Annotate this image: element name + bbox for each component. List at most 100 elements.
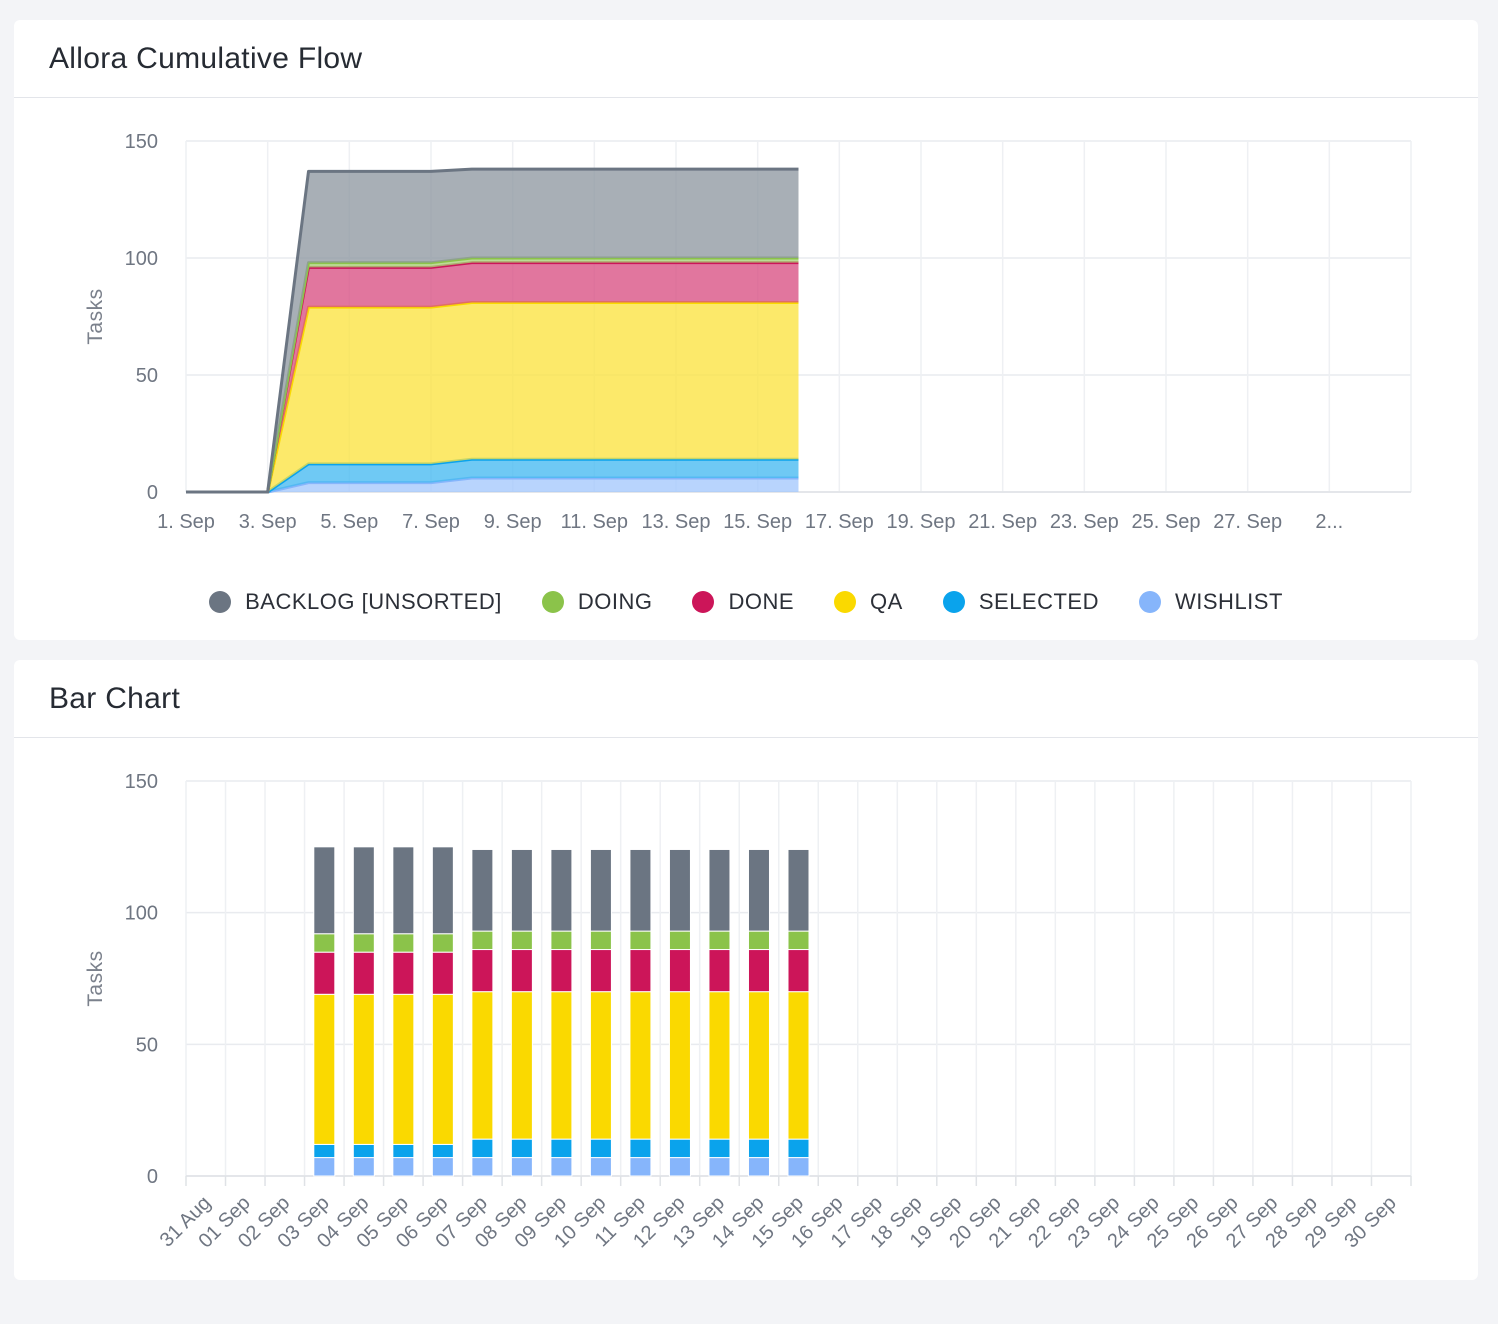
bar-backlog-unsorted (510, 848, 533, 932)
bar-backlog-unsorted (313, 846, 336, 935)
bar-doing (431, 933, 454, 953)
bar-selected (510, 1138, 533, 1159)
x-tick-label: 1. Sep (157, 511, 215, 533)
bar-wishlist (787, 1157, 810, 1177)
bar-selected (589, 1138, 612, 1159)
bar-doing (668, 930, 691, 951)
bar-done (589, 949, 612, 993)
y-tick-label: 50 (136, 1034, 158, 1056)
legend-item-selected[interactable]: SELECTED (942, 589, 1099, 615)
x-tick-label: 9. Sep (484, 511, 542, 533)
x-tick-label: 13. Sep (642, 511, 711, 533)
y-tick-label: 0 (147, 482, 158, 504)
bar-selected (629, 1138, 652, 1159)
bar-selected (787, 1138, 810, 1159)
y-tick-label: 50 (136, 365, 158, 387)
bar-wishlist (510, 1157, 533, 1177)
bar-qa (550, 991, 573, 1140)
bar-wishlist (352, 1157, 375, 1177)
bar-backlog-unsorted (471, 848, 494, 932)
bar-backlog-unsorted (392, 846, 415, 935)
bar-done (392, 951, 415, 995)
bar-wishlist (392, 1157, 415, 1177)
bar-chart-header: Bar Chart (14, 660, 1478, 738)
bar-qa (510, 991, 533, 1140)
legend-item-qa[interactable]: QA (834, 589, 903, 615)
bar-done (747, 949, 770, 993)
bar-backlog-unsorted (747, 848, 770, 932)
legend-item-done[interactable]: DONE (692, 589, 794, 615)
bar-backlog-unsorted (668, 848, 691, 932)
bar-done (313, 951, 336, 995)
y-tick-label: 0 (147, 1166, 158, 1188)
legend-item-wishlist[interactable]: WISHLIST (1139, 589, 1283, 615)
x-tick-label: 7. Sep (402, 511, 460, 533)
bar-backlog-unsorted (629, 848, 652, 932)
bar-qa (352, 993, 375, 1145)
bar-wishlist (313, 1157, 336, 1177)
bar-series (313, 846, 810, 1177)
legend-item-backlog-unsorted[interactable]: BACKLOG [UNSORTED] (209, 589, 502, 615)
bar-done (629, 949, 652, 993)
bar-done (708, 949, 731, 993)
bar-qa (471, 991, 494, 1140)
legend-label: DONE (728, 589, 795, 614)
bar-done (668, 949, 691, 993)
legend-marker (834, 591, 857, 613)
bar-done (787, 949, 810, 993)
x-ticks: 1. Sep 3. Sep 5. Sep 7. Sep 9. Sep 11. Sep 13.… (157, 511, 1343, 533)
bar-selected (708, 1138, 731, 1159)
bar-qa (787, 991, 810, 1140)
bar-selected (550, 1138, 573, 1159)
bar-doing (313, 933, 336, 953)
x-tick-label: 17. Sep (805, 511, 874, 533)
y-ticks: 0 50 100 150 (125, 131, 158, 504)
bar-done (471, 949, 494, 993)
legend-marker (692, 591, 715, 613)
x-tick-label: 15. Sep (723, 511, 792, 533)
bar-qa (431, 993, 454, 1145)
bar-done (550, 949, 573, 993)
x-tick-label: 2... (1315, 511, 1343, 533)
bar-wishlist (431, 1157, 454, 1177)
bar-qa (708, 991, 731, 1140)
x-tick-label: 25. Sep (1132, 511, 1201, 533)
bar-selected (471, 1138, 494, 1159)
legend-marker (541, 591, 564, 613)
bar-wishlist (747, 1157, 770, 1177)
bar-qa (747, 991, 770, 1140)
legend-label: WISHLIST (1175, 589, 1283, 614)
bar-doing (747, 930, 770, 951)
bar-backlog-unsorted (589, 848, 612, 932)
bar-backlog-unsorted (550, 848, 573, 932)
x-tick-label: 3. Sep (239, 511, 297, 533)
y-tick-label: 150 (125, 131, 158, 153)
bar-chart-card: Bar Chart 0 50 100 150 31 Aug 01 Sep 02 Sep 03 … (14, 660, 1478, 1280)
x-tick-label: 11. Sep (561, 511, 628, 533)
area-done (186, 262, 799, 492)
bar-selected (668, 1138, 691, 1159)
bar-selected (352, 1143, 375, 1159)
bar-doing (471, 930, 494, 951)
bar-selected (392, 1143, 415, 1159)
legend-label: SELECTED (978, 589, 1099, 614)
bar-backlog-unsorted (352, 846, 375, 935)
bar-doing (352, 933, 375, 953)
bar-selected (747, 1138, 770, 1159)
x-tick-label: 23. Sep (1050, 511, 1119, 533)
y-tick-label: 100 (125, 248, 158, 270)
bar-qa (313, 993, 336, 1145)
bar-wishlist (550, 1157, 573, 1177)
bar-backlog-unsorted (787, 848, 810, 932)
x-tick-label: 5. Sep (320, 511, 378, 533)
area-wishlist (186, 477, 799, 492)
bar-selected (313, 1143, 336, 1159)
area-backlog-unsorted (186, 169, 799, 492)
area-series (186, 167, 799, 494)
bar-chart-title: Bar Chart (49, 681, 181, 715)
bar-qa (668, 991, 691, 1140)
bar-doing (392, 933, 415, 953)
legend-item-doing[interactable]: DOING (541, 589, 653, 615)
y-axis-title: Tasks (84, 288, 107, 344)
line-backlog-unsorted (186, 167, 799, 494)
